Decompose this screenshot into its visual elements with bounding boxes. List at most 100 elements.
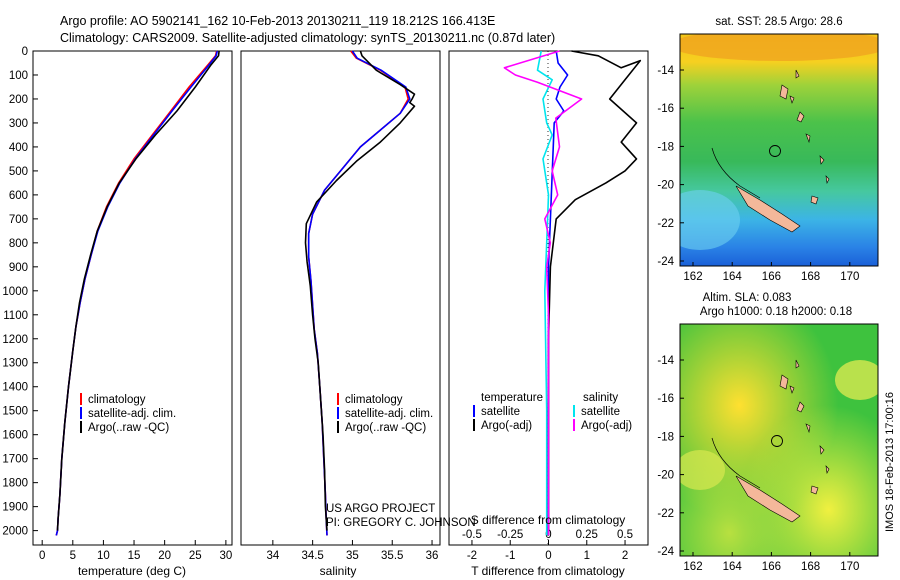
map-x-tick-label: 170	[840, 271, 859, 283]
difference-lines	[503, 50, 642, 536]
map-y-tick-label: -14	[657, 355, 674, 367]
depth-tick-label: 1300	[2, 358, 28, 370]
series-line-t-argo-adj-	[547, 50, 642, 536]
legend-swatch-s-argo	[573, 419, 575, 431]
difference-panel: -2 -1 0 1 2-0.5 -0.25 0 0.25 0.5 T difference fr…	[448, 50, 649, 578]
map-x-tick-label: 168	[801, 271, 820, 283]
legend-swatch-satellite	[80, 407, 82, 419]
new-caledonia-island	[735, 475, 801, 523]
series-line-s-argo-adj-	[503, 50, 583, 536]
depth-tick-label: 800	[9, 238, 28, 250]
sla-patch	[680, 450, 725, 490]
legend-heading-salinity: salinity	[583, 392, 618, 404]
depth-tick-label: 500	[9, 166, 28, 178]
map-y-tick-label: -24	[657, 256, 674, 268]
legend-heading-temperature: temperature	[481, 392, 543, 404]
temperature-panel: 0100200300400500600700800900100011001200…	[2, 46, 233, 578]
sla-high-3	[680, 324, 878, 556]
map-y-tick-label: -16	[657, 103, 674, 115]
legend-label: satellite-adj. clim.	[88, 408, 176, 420]
depth-tick-label: 600	[9, 190, 28, 202]
x-tick-label: 34	[266, 550, 279, 562]
map-y-tick-label: -18	[657, 431, 674, 443]
depth-tick-label: 1400	[2, 382, 28, 394]
depth-tick-label: 1100	[3, 310, 28, 322]
depth-tick-label: 1800	[2, 478, 28, 490]
x-tick-label: 35	[346, 550, 359, 562]
x-tick-label: 34.5	[301, 550, 323, 562]
map-x-tick-label: 168	[801, 561, 820, 573]
cool-patch	[680, 190, 740, 250]
x-tick-label: 1	[584, 550, 590, 562]
legend-swatch-climatology	[80, 393, 82, 405]
map-y-tick-label: -16	[657, 393, 674, 405]
depth-tick-label: 100	[9, 70, 28, 82]
depth-axis: 0 100 200 300 400 500 600 700 800 900 1000 1100 1200…	[2, 46, 38, 538]
temperature-x-axis: 0 5 10 15 20 25 30	[39, 540, 232, 562]
map-x-tick-label: 164	[723, 271, 743, 283]
depth-tick-label: 900	[9, 262, 28, 274]
sst-map-title: sat. SST: 28.5 Argo: 28.6	[715, 16, 842, 28]
sst-map-axes: 162 164 166 168 170 -14 -16 -18 -20 -22 -24	[657, 65, 859, 283]
depth-tick-label: 1600	[2, 430, 28, 442]
x-tick-label: 36	[426, 550, 439, 562]
x-tick-label: 30	[219, 550, 232, 562]
map-y-tick-label: -18	[657, 141, 674, 153]
difference-legend: temperature salinity satellite Argo(-adj…	[473, 392, 632, 432]
legend-label: satellite	[481, 406, 520, 418]
legend-swatch-t-argo	[473, 419, 475, 431]
legend-swatch-climatology	[337, 393, 339, 405]
depth-tick-label: 400	[9, 142, 28, 154]
legend-label: satellite-adj. clim.	[345, 408, 433, 420]
map-y-tick-label: -22	[657, 508, 674, 520]
sst-map-frame	[679, 33, 879, 267]
x-tick-label: 25	[189, 550, 202, 562]
x-tick-label: -1	[505, 550, 515, 562]
vanuatu-islands	[779, 359, 830, 495]
map-y-tick-label: -22	[657, 218, 674, 230]
imos-timestamp: IMOS 18-Feb-2013 17:00:16	[884, 392, 896, 532]
credit-line-2: PI: GREGORY C. JOHNSON	[326, 517, 476, 529]
argo-position-marker	[771, 435, 783, 447]
legend-swatch-s-satellite	[573, 405, 575, 417]
difference-x-axis: -2 -1 0 1 2-0.5 -0.25 0 0.25 0.5	[462, 529, 633, 562]
x-tick-label: 20	[158, 550, 171, 562]
x-tick-label: 5	[70, 550, 76, 562]
legend-label: Argo(..raw -QC)	[88, 422, 169, 434]
x-tick-label: -2	[467, 550, 477, 562]
series-line-s-satellite	[536, 50, 554, 536]
map-x-tick-label: 162	[683, 561, 702, 573]
series-line-argo-raw-qc-	[304, 50, 416, 531]
difference-top-label: S difference from climatology	[471, 513, 626, 527]
salinity-axes	[240, 50, 441, 546]
legend-label: satellite	[581, 406, 620, 418]
legend-label: Argo(-adj)	[481, 420, 532, 432]
sla-map-axes: 162 164 166 168 170 -14 -16 -18 -20 -22 -24	[657, 355, 859, 573]
depth-tick-label: 2000	[2, 526, 28, 538]
salinity-panel: 34 34.5 35 35.5 36 salinity climatology sate…	[240, 50, 476, 578]
depth-tick-label: 1900	[2, 502, 28, 514]
x-tick-label: 35.5	[381, 550, 403, 562]
sla-map-title: Altim. SLA: 0.083	[703, 292, 792, 304]
salinity-legend: climatology satellite-adj. clim. Argo(..…	[337, 393, 433, 434]
legend-swatch-argo	[80, 421, 82, 433]
salinity-x-axis: 34 34.5 35 35.5 36	[266, 540, 438, 562]
sst-map: sat. SST: 28.5 Argo: 28.6 162 164 166 168 17…	[657, 16, 879, 283]
depth-tick-label: 300	[9, 118, 28, 130]
vanuatu-islands	[779, 69, 830, 205]
series-line-t-satellite	[547, 50, 569, 536]
map-y-tick-label: -24	[657, 546, 674, 558]
map-x-tick-label: 164	[723, 561, 743, 573]
legend-label: climatology	[345, 394, 403, 406]
depth-tick-label: 1700	[2, 454, 28, 466]
s-tick-label: 0.25	[576, 529, 598, 541]
legend-label: climatology	[88, 394, 146, 406]
map-x-tick-label: 162	[683, 271, 702, 283]
map-y-tick-label: -20	[657, 470, 674, 482]
argo-position-marker	[769, 145, 781, 157]
legend-label: Argo(-adj)	[581, 420, 632, 432]
legend-swatch-argo	[337, 421, 339, 433]
map-x-tick-label: 166	[762, 561, 781, 573]
temperature-legend: climatology satellite-adj. clim. Argo(..…	[80, 393, 176, 434]
